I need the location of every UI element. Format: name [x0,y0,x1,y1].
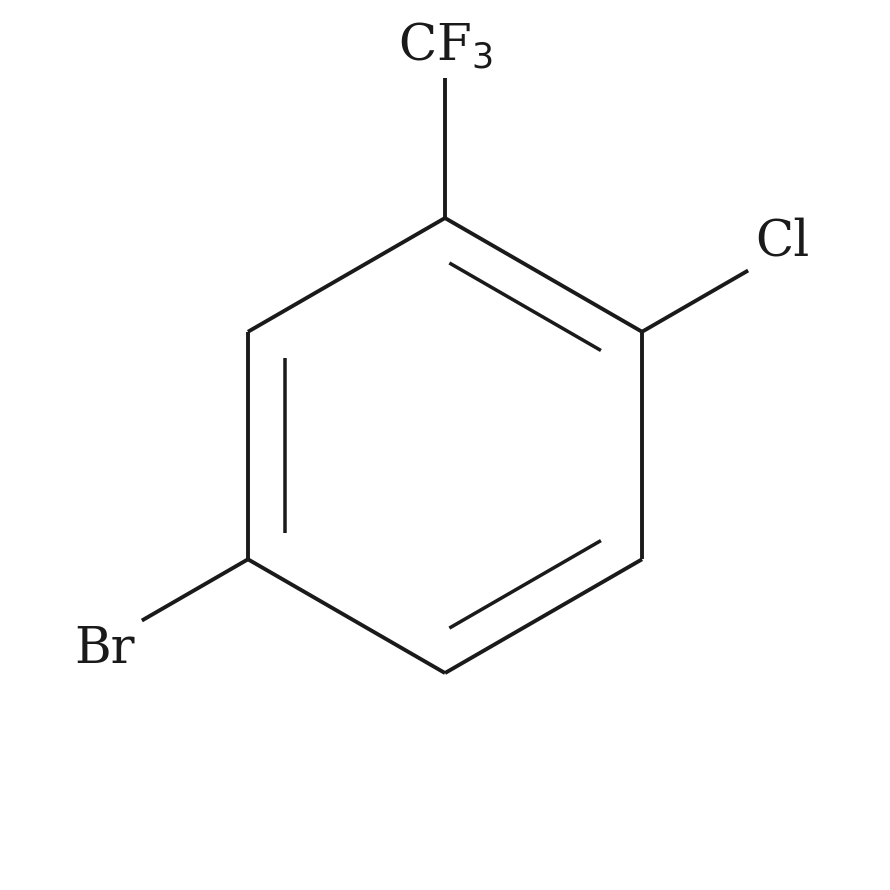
Text: Br: Br [75,625,135,675]
Text: CF$_3$: CF$_3$ [398,20,492,71]
Text: Cl: Cl [755,216,809,266]
